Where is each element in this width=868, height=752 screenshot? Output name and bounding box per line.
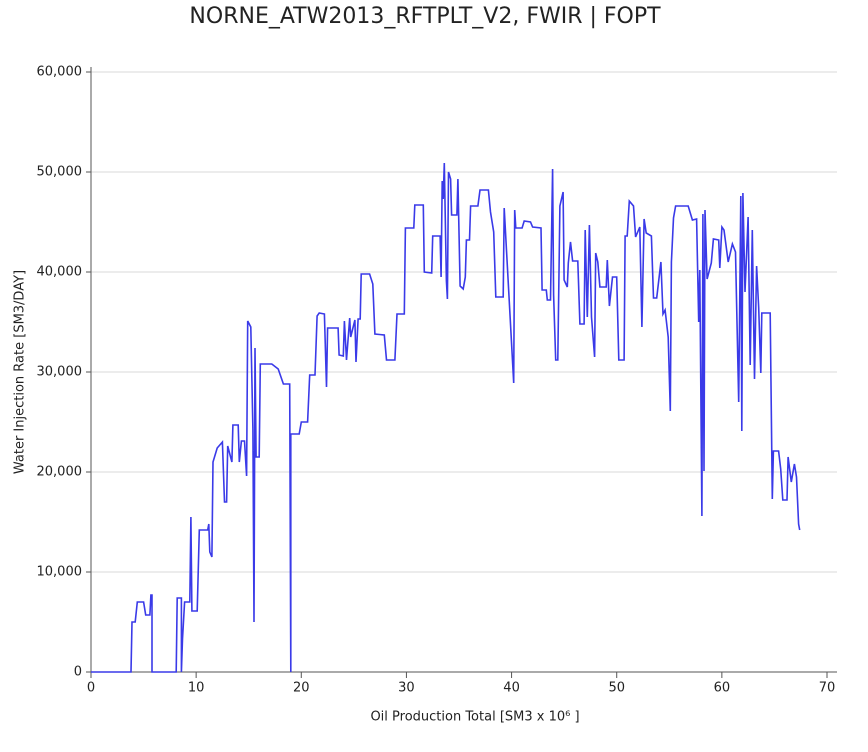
y-tick-label: 30,000 <box>37 365 83 380</box>
y-tick-label: 0 <box>74 665 82 680</box>
chart-title: NORNE_ATW2013_RFTPLT_V2, FWIR | FOPT <box>189 4 661 29</box>
y-tick-label: 60,000 <box>37 65 83 80</box>
x-tick-label: 70 <box>819 681 836 696</box>
x-tick-label: 0 <box>87 681 95 696</box>
data-line <box>91 162 801 673</box>
x-axis-label: Oil Production Total [SM3 x 10⁶ ] <box>370 710 579 725</box>
x-tick-label: 60 <box>714 681 731 696</box>
y-tick-label: 50,000 <box>37 165 83 180</box>
y-tick-label: 10,000 <box>37 565 83 580</box>
x-tick-label: 50 <box>608 681 625 696</box>
x-tick-label: 10 <box>188 681 205 696</box>
y-tick-label: 20,000 <box>37 465 83 480</box>
x-tick-label: 40 <box>503 681 520 696</box>
x-tick-label: 30 <box>398 681 415 696</box>
y-axis-label: Water Injection Rate [SM3/DAY] <box>13 270 28 474</box>
x-tick-label: 20 <box>293 681 310 696</box>
y-tick-label: 40,000 <box>37 265 83 280</box>
